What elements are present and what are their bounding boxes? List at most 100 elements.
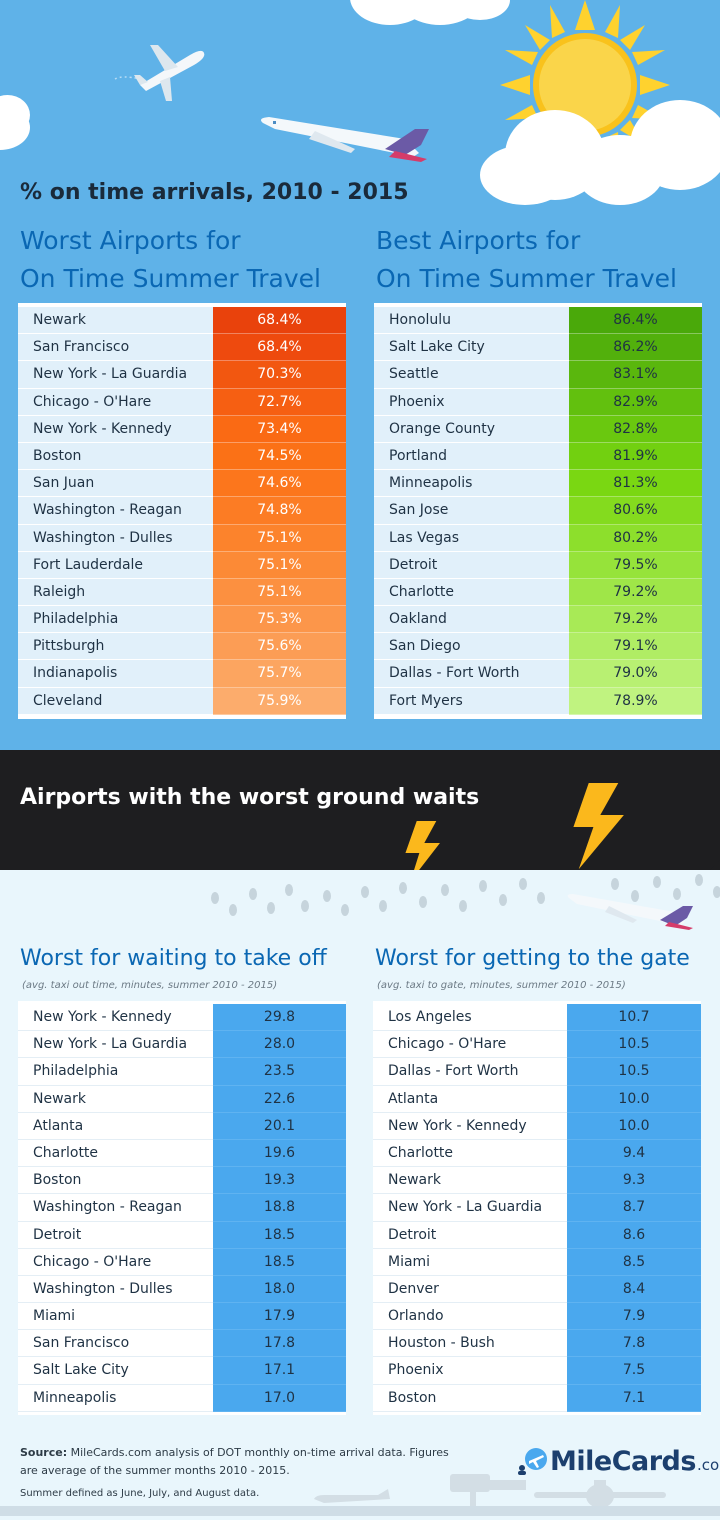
table-row: Chicago - O'Hare 18.5 bbox=[18, 1248, 346, 1276]
airport-name: Philadelphia bbox=[18, 1058, 213, 1086]
table-row: Washington - Reagan 18.8 bbox=[18, 1194, 346, 1222]
table-row: Newark 22.6 bbox=[18, 1085, 346, 1113]
table-row: San Jose 80.6% bbox=[374, 497, 702, 525]
table-row: Charlotte 79.2% bbox=[374, 578, 702, 607]
gate-title: Worst for getting to the gate bbox=[375, 946, 690, 971]
airplane-small-icon bbox=[114, 45, 205, 101]
airport-name: New York - Kennedy bbox=[18, 1004, 213, 1032]
airport-value: 19.3 bbox=[213, 1167, 346, 1195]
worst-on-time-title-line2: On Time Summer Travel bbox=[20, 264, 321, 293]
table-row: Miami 8.5 bbox=[373, 1248, 701, 1276]
table-row: Cleveland 75.9% bbox=[18, 687, 346, 715]
airport-name: Charlotte bbox=[18, 1139, 213, 1168]
airplane-large-icon bbox=[261, 117, 429, 162]
airport-value: 79.0% bbox=[569, 660, 702, 688]
airport-value: 17.0 bbox=[213, 1384, 346, 1412]
airport-name: New York - La Guardia bbox=[18, 1031, 213, 1059]
airport-value: 9.3 bbox=[567, 1167, 701, 1195]
table-row: Detroit 18.5 bbox=[18, 1221, 346, 1249]
airport-value: 9.4 bbox=[567, 1139, 701, 1168]
airport-name: Dallas - Fort Worth bbox=[374, 660, 569, 688]
airport-value: 75.7% bbox=[213, 660, 346, 688]
airport-value: 28.0 bbox=[213, 1031, 346, 1059]
airport-value: 75.3% bbox=[213, 606, 346, 634]
airport-value: 10.7 bbox=[567, 1004, 701, 1032]
airport-name: Portland bbox=[374, 442, 569, 471]
airport-value: 82.8% bbox=[569, 415, 702, 443]
table-row: San Diego 79.1% bbox=[374, 633, 702, 661]
table-row: Dallas - Fort Worth 79.0% bbox=[374, 660, 702, 688]
table-row: Pittsburgh 75.6% bbox=[18, 633, 346, 661]
table-row: New York - Kennedy 73.4% bbox=[18, 415, 346, 443]
airport-name: Phoenix bbox=[373, 1357, 567, 1385]
table-row: Portland 81.9% bbox=[374, 442, 702, 471]
airport-value: 74.8% bbox=[213, 497, 346, 525]
table-row: Atlanta 10.0 bbox=[373, 1085, 701, 1113]
airport-name: Washington - Dulles bbox=[18, 1275, 213, 1304]
airport-name: Indianapolis bbox=[18, 660, 213, 688]
airport-value: 8.6 bbox=[567, 1221, 701, 1249]
table-row: Indianapolis 75.7% bbox=[18, 660, 346, 688]
best-on-time-table: Honolulu 86.4% Salt Lake City 86.2% Seattle 8… bbox=[374, 303, 702, 719]
airport-value: 75.1% bbox=[213, 551, 346, 579]
source-text: Source: MileCards.com analysis of DOT mo… bbox=[20, 1444, 450, 1480]
airport-value: 82.9% bbox=[569, 388, 702, 416]
airport-name: Orlando bbox=[373, 1303, 567, 1331]
airport-value: 8.4 bbox=[567, 1275, 701, 1304]
table-row: San Juan 74.6% bbox=[18, 470, 346, 498]
airport-name: Washington - Reagan bbox=[18, 1194, 213, 1222]
airport-value: 74.6% bbox=[213, 470, 346, 498]
airport-value: 8.5 bbox=[567, 1248, 701, 1276]
airport-value: 79.2% bbox=[569, 578, 702, 607]
airport-value: 8.7 bbox=[567, 1194, 701, 1222]
airport-value: 79.2% bbox=[569, 606, 702, 634]
logo-suffix: .com bbox=[696, 1456, 720, 1474]
table-row: Honolulu 86.4% bbox=[374, 307, 702, 335]
table-row: Miami 17.9 bbox=[18, 1303, 346, 1331]
logo-text: MileCards bbox=[550, 1445, 696, 1477]
milecards-logo[interactable]: MileCards .com bbox=[516, 1445, 720, 1477]
airport-name: Washington - Reagan bbox=[18, 497, 213, 525]
airport-value: 86.2% bbox=[569, 334, 702, 362]
table-row: Orange County 82.8% bbox=[374, 415, 702, 443]
table-row: Las Vegas 80.2% bbox=[374, 524, 702, 552]
table-row: Phoenix 82.9% bbox=[374, 388, 702, 416]
airport-name: Charlotte bbox=[374, 578, 569, 607]
airport-value: 86.4% bbox=[569, 307, 702, 335]
airport-name: Oakland bbox=[374, 606, 569, 634]
airport-value: 68.4% bbox=[213, 307, 346, 335]
table-row: San Francisco 17.8 bbox=[18, 1330, 346, 1358]
table-row: New York - La Guardia 8.7 bbox=[373, 1194, 701, 1222]
airport-value: 7.9 bbox=[567, 1303, 701, 1331]
table-row: Chicago - O'Hare 72.7% bbox=[18, 388, 346, 416]
airport-name: Boston bbox=[18, 1167, 213, 1195]
airport-value: 17.8 bbox=[213, 1330, 346, 1358]
airport-value: 75.1% bbox=[213, 578, 346, 607]
table-row: Newark 9.3 bbox=[373, 1167, 701, 1195]
airport-name: Chicago - O'Hare bbox=[373, 1031, 567, 1059]
table-row: Salt Lake City 86.2% bbox=[374, 334, 702, 362]
airport-value: 73.4% bbox=[213, 415, 346, 443]
table-row: Fort Lauderdale 75.1% bbox=[18, 551, 346, 579]
table-row: Boston 7.1 bbox=[373, 1384, 701, 1412]
airport-name: Detroit bbox=[374, 551, 569, 579]
airport-name: Minneapolis bbox=[374, 470, 569, 498]
table-row: Detroit 79.5% bbox=[374, 551, 702, 579]
lightning-bolt-icon bbox=[402, 819, 445, 887]
table-row: Seattle 83.1% bbox=[374, 361, 702, 389]
table-row: Los Angeles 10.7 bbox=[373, 1004, 701, 1032]
ground-line bbox=[0, 1506, 720, 1516]
airport-name: Honolulu bbox=[374, 307, 569, 335]
table-row: Dallas - Fort Worth 10.5 bbox=[373, 1058, 701, 1086]
airport-value: 22.6 bbox=[213, 1085, 346, 1113]
page-title: % on time arrivals, 2010 - 2015 bbox=[20, 180, 409, 205]
airport-value: 20.1 bbox=[213, 1112, 346, 1140]
cloud-right-icon bbox=[480, 100, 720, 205]
airport-value: 68.4% bbox=[213, 334, 346, 362]
airport-name: Newark bbox=[18, 1085, 213, 1113]
ground-wait-section: Worst for waiting to take off (avg. taxi… bbox=[0, 870, 720, 1520]
lightning-bolt-large-icon bbox=[570, 781, 629, 875]
airport-name: Los Angeles bbox=[373, 1004, 567, 1032]
table-row: Philadelphia 23.5 bbox=[18, 1058, 346, 1086]
table-row: Raleigh 75.1% bbox=[18, 578, 346, 607]
